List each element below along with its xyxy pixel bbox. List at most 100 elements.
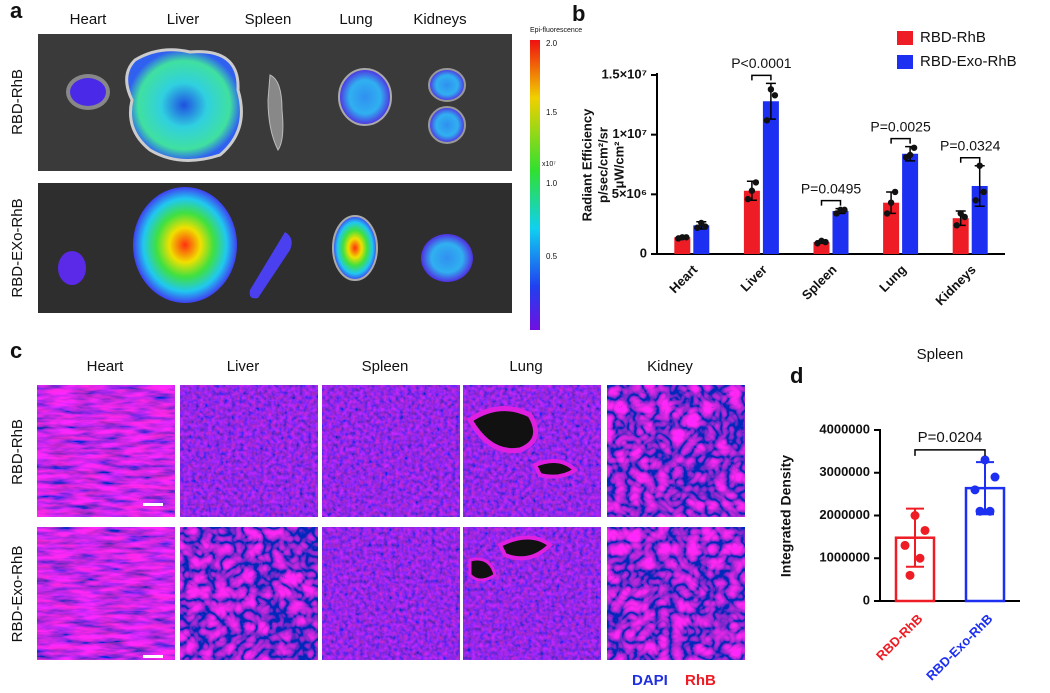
significance-bracket [914,449,986,456]
p-value: P<0.0001 [731,55,792,71]
panel-label: a [10,0,23,23]
data-point [891,188,899,196]
micrograph-grid [37,385,745,660]
panel-label: c [10,338,22,363]
y-tick-label: 4000000 [819,421,870,436]
data-point [961,213,968,221]
y-tick-label: 1.5×10⁷ [602,66,648,81]
y-axis-label: Integrated Density [778,455,794,577]
data-point [910,144,918,151]
data-point [990,472,1000,482]
data-point [953,222,960,229]
y-tick-label: 1×10⁷ [612,126,647,141]
row-label: RBD-RhB [9,419,26,485]
data-point [906,151,914,159]
colorbar-unit: x10⁷ [542,161,556,168]
data-point [910,511,920,520]
data-point [985,506,995,516]
bar [762,101,779,255]
y-axis-label: Radiant Efficiency [579,108,594,221]
bar [743,190,760,254]
significance-bracket [959,156,981,163]
colorbar-tick: 0.5 [546,252,558,261]
column-label: Lung [509,358,542,375]
y-tick-label: 2000000 [819,507,870,522]
bar [693,225,710,254]
panel-label: d [790,363,803,388]
data-point [915,553,925,563]
y-tick-label: 0 [863,592,870,607]
p-value: P=0.0495 [801,180,862,196]
data-point [752,179,760,186]
significance-bracket [890,137,911,144]
data-point [905,570,915,580]
column-label: Spleen [362,358,409,375]
stain-label: RhB [685,672,716,689]
y-tick-label: 0 [640,245,647,260]
bar [813,242,830,254]
row-label: RBD-EXo-RhB [9,198,26,297]
x-tick-label: Spleen [799,262,840,303]
column-label: Liver [227,358,260,375]
imaging-panel [38,34,540,330]
panel-label: b [572,1,585,26]
x-tick-label: Lung [876,262,909,295]
data-point [744,195,752,203]
data-point [972,197,979,204]
data-point [900,540,910,550]
data-point [763,117,771,124]
column-label: Heart [87,358,125,375]
data-point [841,206,848,214]
column-label: Liver [167,11,200,28]
colorbar-tick: 2.0 [546,39,558,48]
data-point [767,86,775,93]
row-label: RBD-Exo-RhB [9,546,26,643]
column-label: Spleen [245,11,292,28]
legend-swatch [897,31,913,45]
data-point [920,525,930,535]
x-tick-label: Kidneys [932,262,978,308]
column-label: Kidney [647,358,693,375]
data-point [980,455,990,465]
p-value: P=0.0324 [940,137,1001,153]
x-tick-label: Liver [737,262,770,295]
column-label: Heart [70,11,108,28]
data-point [694,224,701,231]
data-point [883,210,891,217]
y-axis-label: p/sec/cm²/sr [595,127,610,203]
x-tick-label: RBD-Exo-RhB [923,611,995,683]
column-label: Kidneys [413,11,466,28]
significance-bracket [820,199,842,206]
data-point [771,92,779,99]
bar [902,153,919,254]
bar [832,211,849,254]
data-point [970,485,980,495]
column-label: Lung [339,11,372,28]
legend-label: RBD-RhB [920,29,986,46]
legend-swatch [897,55,913,69]
colorbar-tick: 1.5 [546,108,558,117]
legend-label: RBD-Exo-RhB [920,53,1017,70]
data-point [980,188,987,196]
y-axis-label: μW/cm² [611,141,626,189]
data-point [822,238,829,246]
chart-title: Spleen [917,346,964,363]
data-point [748,187,756,194]
colorbar-tick: 1.0 [546,179,558,188]
y-tick-label: 1000000 [819,550,870,565]
y-tick-label: 3000000 [819,464,870,479]
data-point [683,234,690,241]
row-label: RBD-RhB [9,69,26,135]
stain-label: DAPI [632,672,668,689]
data-point [887,199,895,206]
colorbar-title: Epi-fluorescence [530,27,582,34]
x-tick-label: Heart [666,261,701,296]
data-point [702,223,709,230]
data-point [975,506,985,516]
data-point [976,162,983,169]
significance-bracket [751,74,772,81]
p-value: P=0.0204 [918,429,983,446]
x-tick-label: RBD-RhB [873,611,925,663]
y-tick-label: 5×10⁶ [612,186,647,201]
